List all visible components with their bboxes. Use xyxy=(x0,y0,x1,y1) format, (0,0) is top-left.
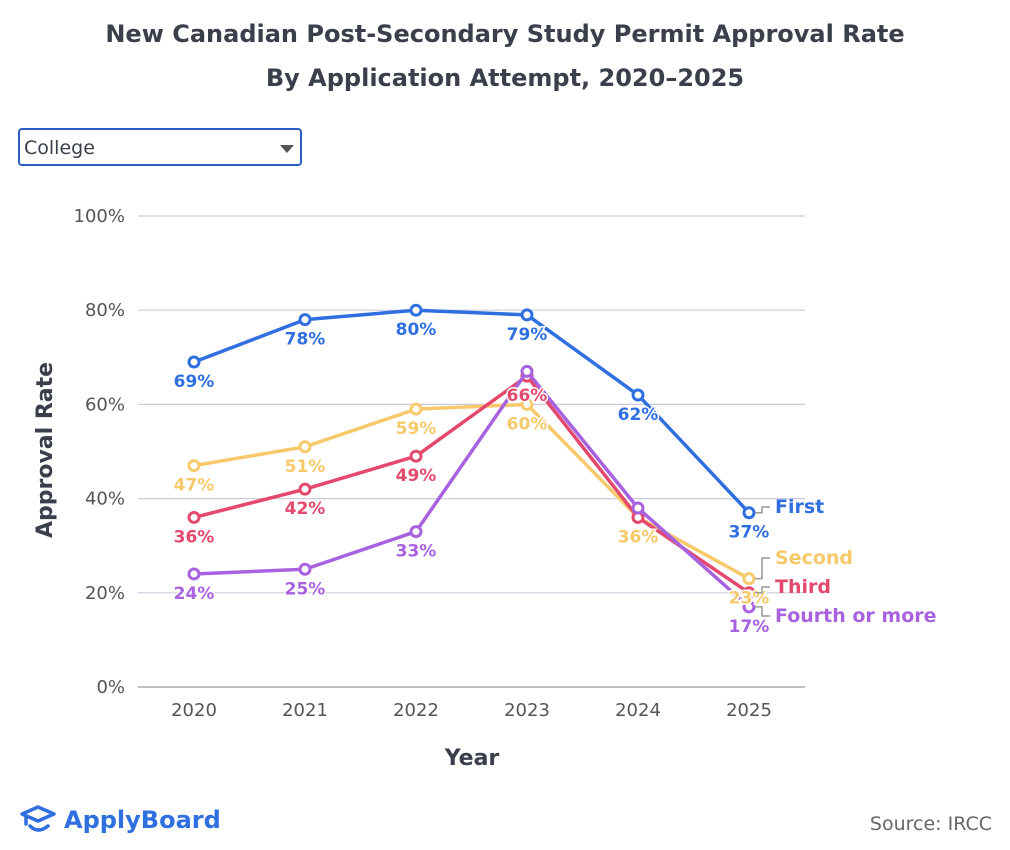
data-label: 62% xyxy=(618,405,659,425)
data-point xyxy=(631,501,645,515)
series-label: Fourth or more xyxy=(775,605,937,627)
data-point xyxy=(298,313,312,327)
data-label: 36% xyxy=(174,527,215,547)
data-point xyxy=(520,308,534,322)
data-label: 78% xyxy=(285,330,326,350)
data-label: 33% xyxy=(396,542,437,562)
data-label: 36% xyxy=(618,527,659,547)
data-point xyxy=(409,449,423,463)
data-point xyxy=(298,440,312,454)
data-label: 25% xyxy=(285,579,326,599)
data-label: 42% xyxy=(285,499,326,519)
legend-connector xyxy=(755,557,770,580)
x-tick-label: 2020 xyxy=(171,700,217,721)
x-tick-label: 2021 xyxy=(282,700,328,721)
data-label: 51% xyxy=(285,457,326,477)
data-point xyxy=(742,572,756,586)
data-point xyxy=(742,600,756,614)
legend-connector xyxy=(755,506,770,514)
data-point xyxy=(631,388,645,402)
series-label: Third xyxy=(775,576,831,598)
data-point xyxy=(520,364,534,378)
chart-title: New Canadian Post-Secondary Study Permit… xyxy=(105,20,905,48)
data-label: 23% xyxy=(729,589,770,609)
series-line-fourth-or-more xyxy=(193,369,751,609)
data-label: 66% xyxy=(507,386,548,406)
y-tick-label: 0% xyxy=(96,677,125,698)
data-label: 60% xyxy=(507,414,548,434)
legend-connector xyxy=(755,606,770,617)
data-label: 69% xyxy=(174,372,215,392)
graduation-cap-icon xyxy=(20,805,56,832)
data-point xyxy=(742,586,756,600)
data-point xyxy=(187,510,201,524)
y-axis-title: Approval Rate xyxy=(33,362,58,538)
data-label: 49% xyxy=(396,466,437,486)
dropdown-selected: College xyxy=(24,137,95,159)
data-label: 24% xyxy=(174,584,215,604)
data-point xyxy=(409,402,423,416)
x-tick-label: 2025 xyxy=(726,700,772,721)
data-point xyxy=(520,397,534,411)
series-line-second xyxy=(193,402,750,581)
y-tick-label: 100% xyxy=(74,206,125,227)
data-point xyxy=(187,355,201,369)
logo-text: ApplyBoard xyxy=(64,806,221,834)
data-label: 80% xyxy=(396,320,437,340)
data-point xyxy=(409,303,423,317)
x-tick-label: 2023 xyxy=(504,700,550,721)
x-axis-title: Year xyxy=(444,746,500,771)
applyboard-logo: ApplyBoard xyxy=(18,804,221,836)
data-label: 47% xyxy=(174,476,215,496)
data-point xyxy=(409,525,423,539)
chart-subtitle: By Application Attempt, 2020–2025 xyxy=(265,64,745,92)
series-line-third xyxy=(193,374,750,595)
y-tick-label: 60% xyxy=(85,394,125,415)
data-label: 37% xyxy=(729,523,770,543)
series-label: First xyxy=(775,496,824,518)
data-point xyxy=(742,506,756,520)
data-point xyxy=(298,482,312,496)
data-point xyxy=(187,459,201,473)
y-tick-label: 80% xyxy=(85,300,125,321)
series-line-first xyxy=(193,308,751,514)
x-tick-label: 2024 xyxy=(615,700,661,721)
data-point xyxy=(298,562,312,576)
category-dropdown[interactable]: College xyxy=(18,128,302,166)
y-tick-label: 40% xyxy=(85,489,125,510)
data-label: 79% xyxy=(507,325,548,345)
chevron-down-icon xyxy=(280,145,294,153)
y-tick-label: 20% xyxy=(85,583,125,604)
x-tick-label: 2022 xyxy=(393,700,439,721)
data-label: 17% xyxy=(729,617,770,637)
source-note: Source: IRCC xyxy=(869,813,992,835)
legend-connector xyxy=(755,586,770,594)
data-label: 59% xyxy=(396,419,437,439)
data-point xyxy=(187,567,201,581)
series-label: Second xyxy=(775,547,853,569)
